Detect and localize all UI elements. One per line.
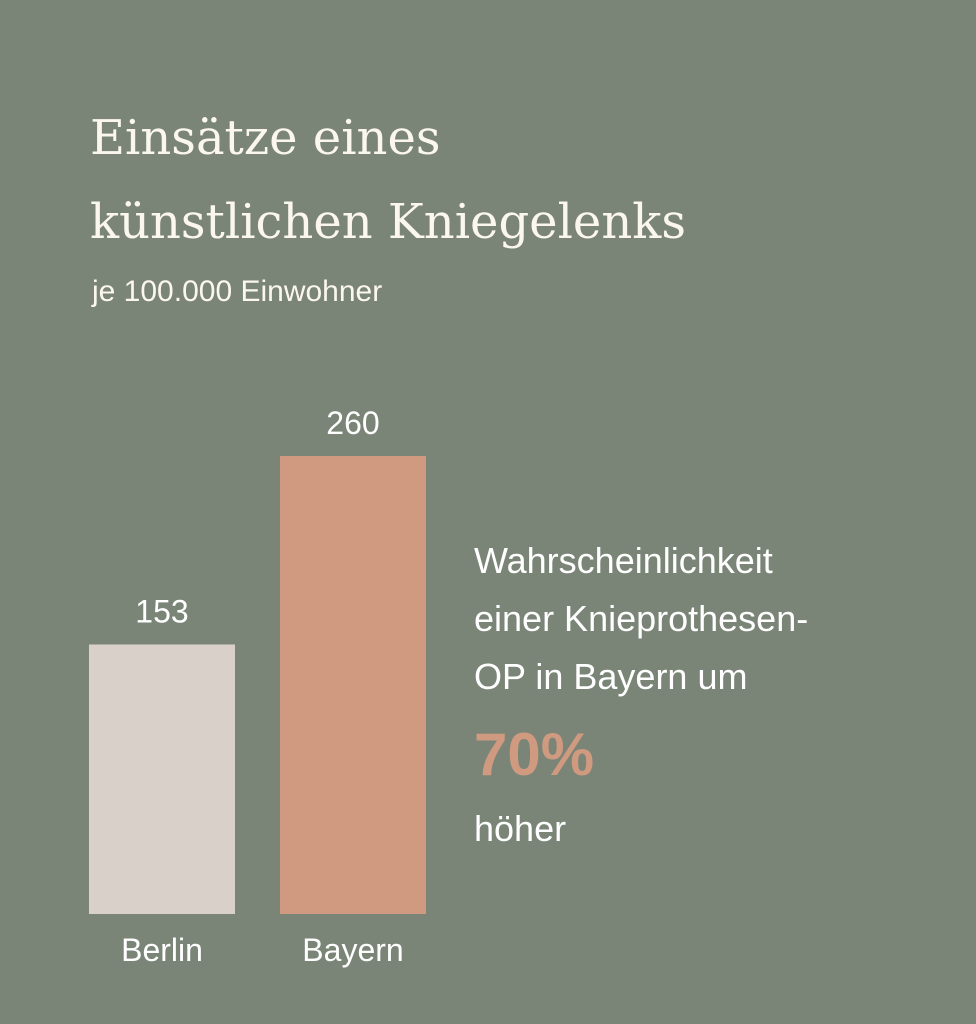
chart-subtitle: je 100.000 Einwohner xyxy=(92,275,383,308)
annotation-line-2: einer Knieprothesen- xyxy=(474,598,809,639)
value-label-bayern: 260 xyxy=(326,405,379,441)
bar-bayern xyxy=(280,456,426,914)
value-label-berlin: 153 xyxy=(135,593,188,629)
annotation-block: Wahrscheinlichkeit einer Knieprothesen- … xyxy=(474,532,954,858)
category-label-berlin: Berlin xyxy=(121,932,203,968)
category-label-bayern: Bayern xyxy=(302,932,403,968)
annotation-line-1: Wahrscheinlichkeit xyxy=(474,540,773,581)
bar-berlin xyxy=(89,644,235,914)
chart-title: Einsätze eines künstlichen Kniegelenks xyxy=(90,96,890,264)
annotation-line-4: höher xyxy=(474,808,567,849)
chart-title-line-2: künstlichen Kniegelenks xyxy=(90,194,686,250)
annotation-highlight-percent: 70% xyxy=(474,721,595,788)
chart-title-line-1: Einsätze eines xyxy=(90,110,441,166)
annotation-line-3: OP in Bayern um xyxy=(474,656,748,697)
